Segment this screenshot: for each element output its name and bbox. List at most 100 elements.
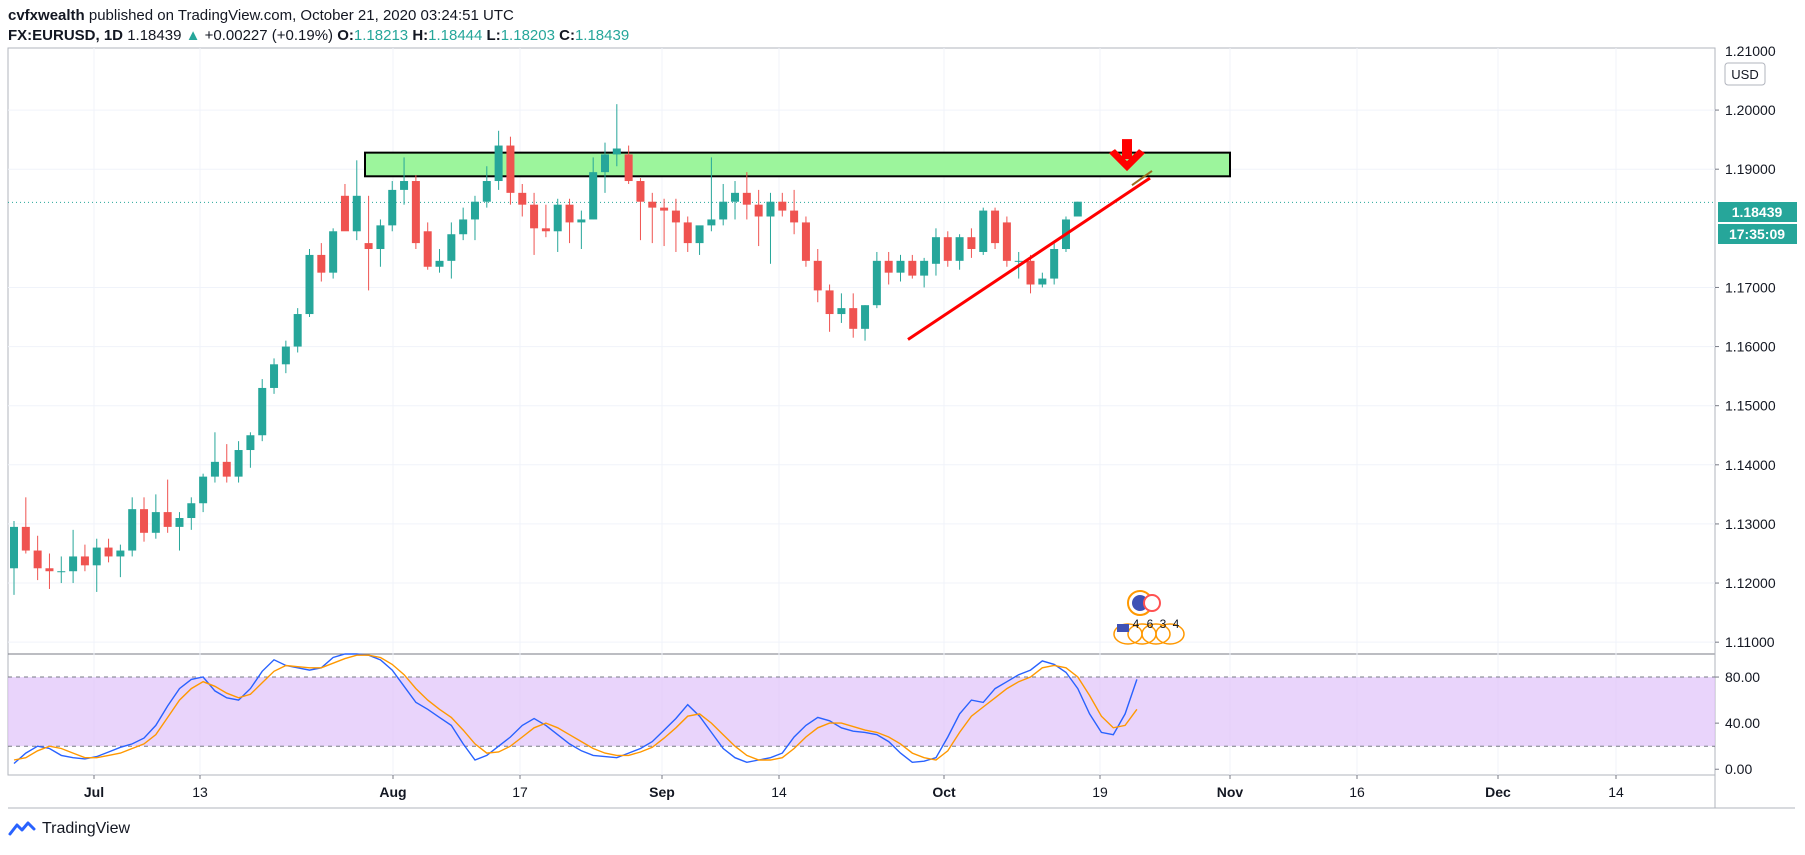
footer-brand[interactable]: TradingView <box>42 820 131 837</box>
candle-body <box>801 222 810 261</box>
candle-body <box>825 290 834 315</box>
event-badge-count: 4 <box>1133 617 1140 631</box>
candle <box>423 222 432 270</box>
candle-body <box>1073 201 1082 217</box>
candle <box>187 497 196 530</box>
candle-body <box>530 204 539 229</box>
candle-body <box>234 450 243 477</box>
price-tick-label: 1.13000 <box>1725 516 1776 532</box>
candle <box>1050 243 1059 285</box>
candle <box>494 130 503 190</box>
candle-body <box>400 181 409 190</box>
candle-body <box>872 260 881 306</box>
footer: TradingView <box>8 820 130 838</box>
candle-body <box>80 556 89 566</box>
published-text: published on TradingView.com, October 21… <box>88 7 514 24</box>
candle-body <box>660 207 669 211</box>
candle-body <box>210 461 219 477</box>
time-tick-label: Dec <box>1485 784 1511 800</box>
candle <box>80 544 89 572</box>
down-arrow-icon[interactable] <box>1109 139 1145 172</box>
time-tick-label: Jul <box>84 784 104 800</box>
candle <box>329 228 338 279</box>
trendline[interactable] <box>907 176 1151 341</box>
time-tick-label: Oct <box>932 784 956 800</box>
candle-body <box>246 435 255 451</box>
candle-body <box>719 201 728 220</box>
osc-tick-label: 0.00 <box>1725 761 1752 777</box>
candle <box>447 222 456 279</box>
candle-body <box>187 503 196 519</box>
candle-body <box>979 210 988 252</box>
author-name[interactable]: cvfxwealth <box>8 7 85 24</box>
candle-body <box>494 145 503 182</box>
candles <box>10 104 1082 595</box>
candle <box>518 183 527 217</box>
candle <box>104 538 113 563</box>
candle <box>376 219 385 267</box>
candle <box>352 160 361 241</box>
candle-body <box>151 512 160 533</box>
time-tick-label: 16 <box>1349 784 1365 800</box>
candle <box>896 254 905 282</box>
candle-body <box>140 509 149 533</box>
currency-badge[interactable] <box>1724 62 1766 86</box>
event-badge-count: 3 <box>1160 617 1167 631</box>
candle <box>530 192 539 255</box>
candle <box>293 308 302 353</box>
time-tick-label: Nov <box>1217 784 1244 800</box>
candle <box>707 157 716 232</box>
arrow-head <box>1109 149 1145 172</box>
candle-body <box>364 243 373 250</box>
candle-body <box>33 550 42 569</box>
candle <box>955 234 964 270</box>
price-tick-label: 1.12000 <box>1725 575 1776 591</box>
candle <box>222 444 231 483</box>
candle-body <box>388 189 397 226</box>
candle <box>57 556 66 584</box>
candle <box>943 231 952 267</box>
resistance-zone[interactable] <box>364 151 1231 178</box>
candle-body <box>541 228 550 232</box>
last-price-tag <box>1718 202 1797 222</box>
candle-body <box>92 547 101 566</box>
candle-body <box>10 526 18 569</box>
candle-body <box>683 222 692 244</box>
candle-body <box>258 387 267 436</box>
tradingview-logo-icon[interactable] <box>8 820 36 838</box>
candle <box>1026 254 1035 294</box>
candle-body <box>1050 249 1059 279</box>
candle <box>364 195 373 291</box>
candle <box>459 207 468 241</box>
us-flag-icon <box>1117 624 1129 632</box>
candle <box>1073 201 1082 217</box>
candle <box>931 228 940 276</box>
candle-body <box>1026 260 1035 285</box>
candle-body <box>565 204 574 223</box>
candle <box>731 181 740 220</box>
candle-body <box>470 201 479 220</box>
candle-body <box>612 148 621 155</box>
close-value: 1.18439 <box>574 27 630 44</box>
symbol-label: FX:EURUSD, 1D <box>8 27 124 44</box>
candle <box>849 293 858 338</box>
change-up-icon: ▲ <box>185 27 201 44</box>
price-change: +0.00227 (+0.19%) <box>204 27 334 44</box>
candle-body <box>707 219 716 226</box>
price-tick-label: 1.11000 <box>1725 634 1775 650</box>
candle <box>825 284 834 332</box>
candle <box>411 175 420 250</box>
candle-body <box>943 237 952 261</box>
candle <box>967 228 976 258</box>
candle-body <box>790 210 799 223</box>
price-tick-label: 1.19000 <box>1725 161 1776 177</box>
candle-body <box>21 526 30 551</box>
candle-body <box>849 308 858 329</box>
chart-header: cvfxwealth published on TradingView.com,… <box>8 6 1788 46</box>
symbol-info: FX:EURUSD, 1D 1.18439 ▲ +0.00227 (+0.19%… <box>8 26 1788 46</box>
low-label: L: <box>486 27 501 44</box>
candle-body <box>459 219 468 235</box>
countdown-tag <box>1718 224 1797 244</box>
